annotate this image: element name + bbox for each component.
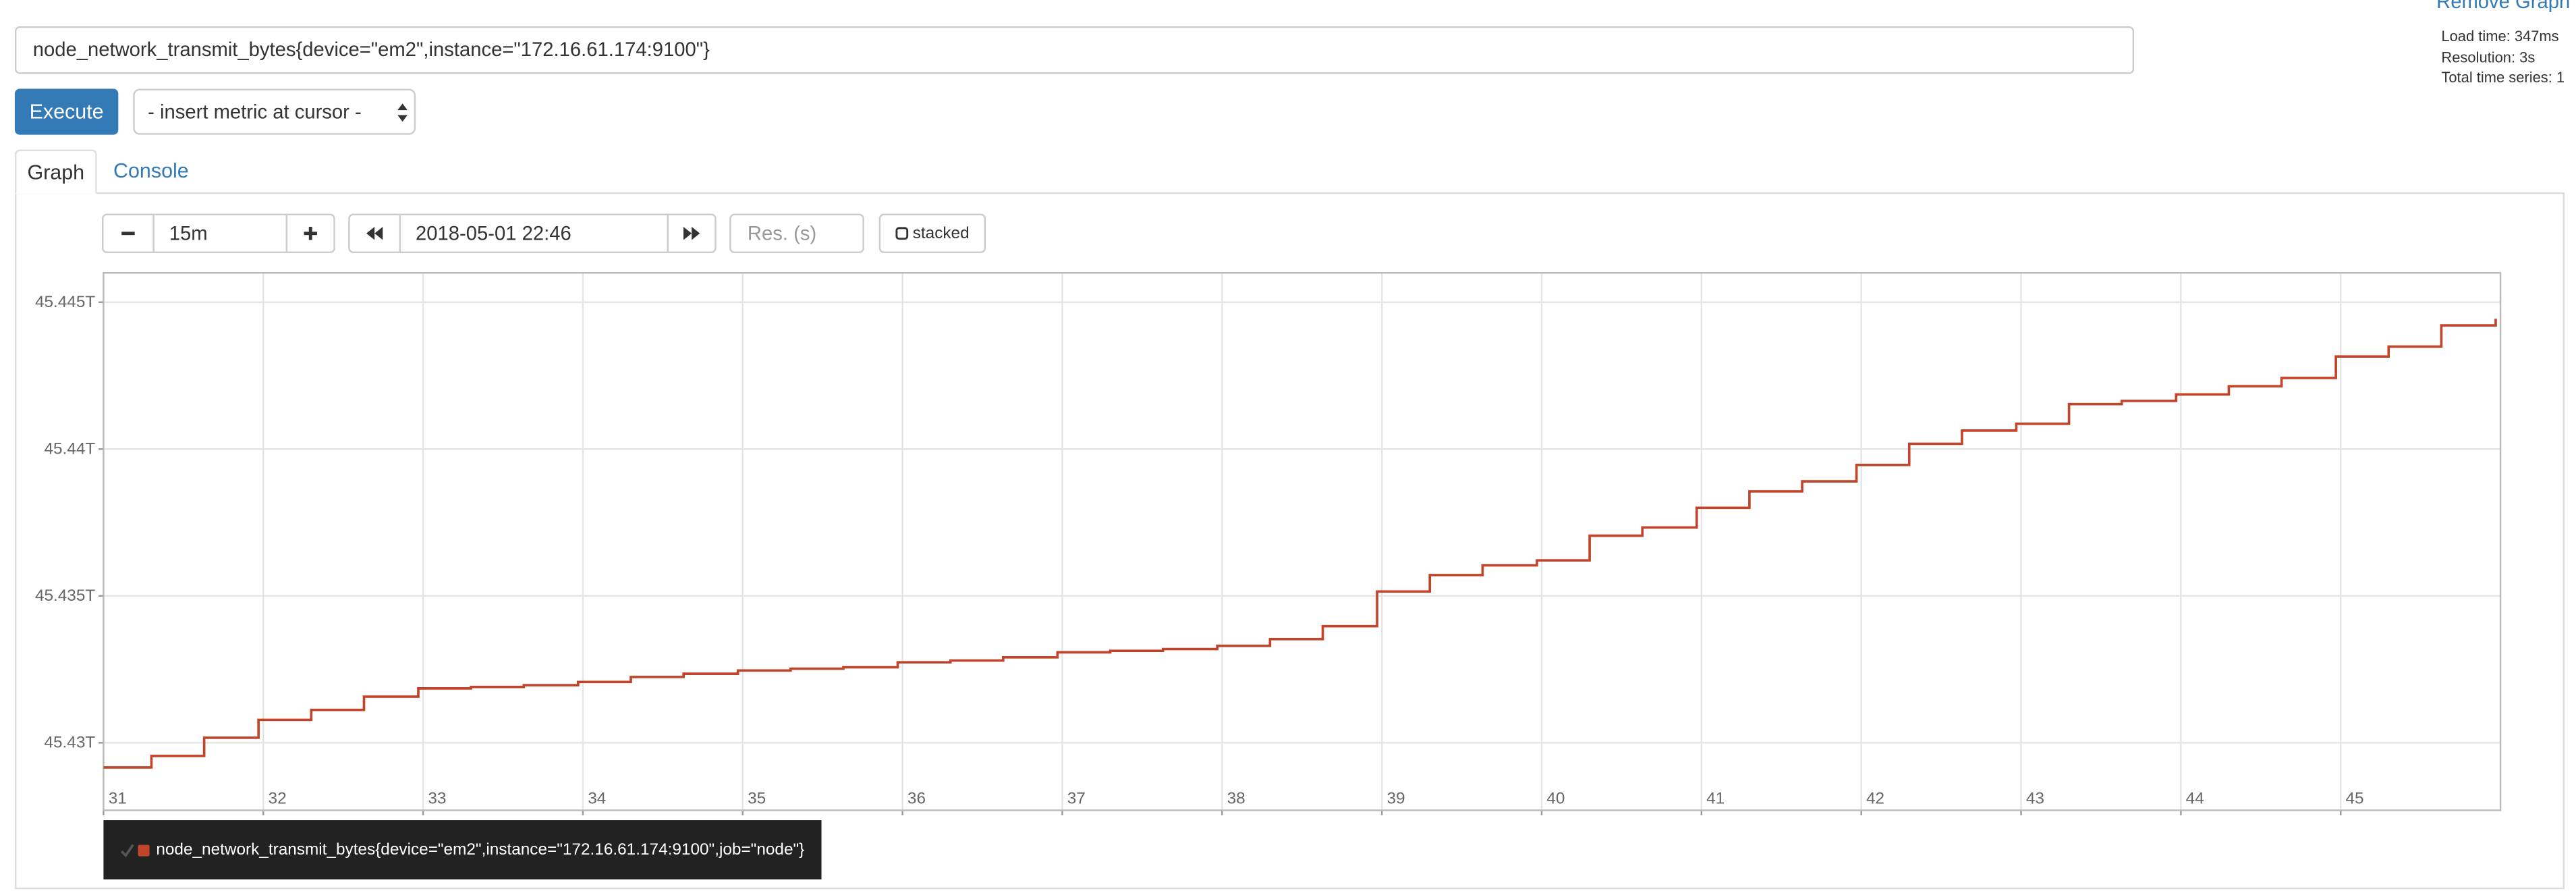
remove-graph-link[interactable]: Remove Graph bbox=[2436, 0, 2571, 14]
x-tick-label: 33 bbox=[428, 790, 446, 808]
legend: node_network_transmit_bytes{device="em2"… bbox=[103, 820, 822, 880]
plot-border bbox=[103, 271, 2502, 811]
series-line bbox=[103, 319, 2497, 769]
stacked-button[interactable]: stacked bbox=[878, 213, 986, 253]
x-tick-label: 31 bbox=[109, 790, 127, 808]
y-tick-label: 45.445T bbox=[35, 293, 95, 311]
stat: Total time series: 1 bbox=[2441, 69, 2565, 86]
stats: Load time: 347ms Resolution: 3s Total ti… bbox=[2441, 26, 2565, 88]
x-tick-label: 43 bbox=[2026, 790, 2044, 808]
minus-icon bbox=[121, 232, 135, 236]
stat: Load time: 347ms bbox=[2441, 28, 2559, 45]
x-tick-label: 32 bbox=[269, 790, 287, 808]
stacked-label: stacked bbox=[912, 224, 970, 243]
y-tick-label: 45.435T bbox=[35, 587, 95, 605]
x-tick-label: 34 bbox=[588, 790, 606, 808]
select-text: - insert metric at cursor - bbox=[148, 100, 362, 124]
time-forward-button[interactable] bbox=[667, 213, 717, 253]
forward-icon bbox=[683, 227, 700, 240]
x-tick-label: 35 bbox=[748, 790, 766, 808]
x-tick-label: 40 bbox=[1546, 790, 1565, 808]
end-time-input[interactable]: 2018-05-01 22:46 bbox=[399, 213, 669, 253]
y-tick-label: 45.44T bbox=[44, 440, 95, 458]
x-tick-label: 45 bbox=[2346, 790, 2364, 808]
tab-console[interactable]: Console bbox=[113, 159, 189, 183]
x-tick-label: 39 bbox=[1387, 790, 1405, 808]
legend-check bbox=[120, 843, 134, 857]
legend-swatch[interactable] bbox=[138, 844, 150, 856]
stat: Resolution: 3s bbox=[2441, 48, 2536, 65]
x-tick-label: 41 bbox=[1706, 790, 1725, 808]
expression-input[interactable]: node_network_transmit_bytes{device="em2"… bbox=[14, 26, 2135, 74]
x-tick-label: 37 bbox=[1067, 790, 1086, 808]
metric-select[interactable]: - insert metric at cursor - bbox=[133, 88, 416, 135]
plot-area bbox=[103, 273, 2501, 811]
range-plus-button[interactable] bbox=[285, 213, 335, 253]
range-input[interactable]: 15m bbox=[152, 213, 288, 253]
tab-graph[interactable]: Graph bbox=[14, 149, 97, 194]
graph-panel bbox=[14, 192, 2565, 890]
back-icon bbox=[366, 227, 383, 240]
x-tick-label: 36 bbox=[907, 790, 926, 808]
y-tick-label: 45.43T bbox=[44, 734, 95, 752]
range-minus-button[interactable] bbox=[101, 213, 155, 253]
x-tick-label: 38 bbox=[1227, 790, 1245, 808]
resolution-input[interactable]: Res. (s) bbox=[729, 213, 864, 253]
x-tick-label: 42 bbox=[1866, 790, 1884, 808]
stacked-checkbox bbox=[895, 227, 908, 240]
x-tick-label: 44 bbox=[2186, 790, 2204, 808]
execute-button[interactable]: Execute bbox=[14, 88, 119, 135]
select-arrows bbox=[397, 103, 408, 122]
legend-label[interactable]: node_network_transmit_bytes{device="em2"… bbox=[156, 840, 805, 859]
plus-icon bbox=[304, 227, 317, 240]
